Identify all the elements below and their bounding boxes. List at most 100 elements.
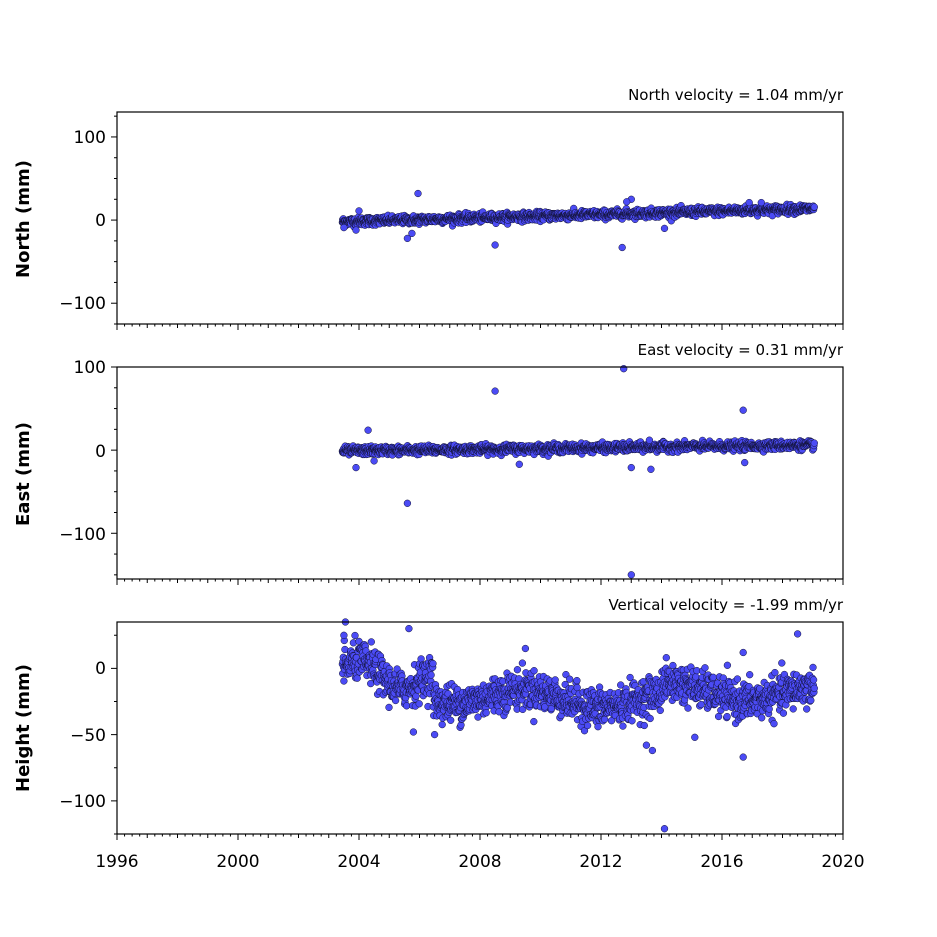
- outlier-point: [405, 624, 413, 633]
- outlier-point: [642, 741, 651, 749]
- outlier-point: [430, 730, 439, 739]
- data-point: [415, 700, 423, 708]
- data-point: [600, 715, 609, 724]
- data-point: [656, 706, 664, 715]
- outlier-point: [408, 229, 416, 238]
- outlier-point: [521, 644, 530, 653]
- outlier-point: [352, 463, 360, 472]
- data-point: [351, 631, 359, 640]
- data-point: [367, 638, 375, 646]
- east-velocity-label: East velocity = 0.31 mm/yr: [638, 341, 844, 359]
- height-plot-frame: [116, 621, 844, 835]
- height-y-tick-label: −100: [59, 792, 106, 812]
- height-data-points: [338, 618, 818, 833]
- data-point: [733, 675, 742, 683]
- east-panel: East velocity = 0.31 mm/yr East (mm) −10…: [13, 341, 844, 585]
- outlier-point: [627, 571, 635, 579]
- outlier-point: [660, 224, 669, 233]
- north-y-ticks: −100 0 100: [59, 128, 106, 314]
- data-point: [809, 663, 817, 672]
- data-point: [803, 705, 811, 713]
- data-point: [810, 684, 818, 692]
- data-point: [353, 674, 361, 682]
- data-point: [619, 722, 627, 730]
- x-tick-label: 2020: [821, 852, 864, 872]
- north-y-tick-label: 100: [74, 128, 106, 148]
- east-y-ticks: −100 0 100: [59, 358, 106, 545]
- data-point: [701, 664, 709, 672]
- outlier-point: [647, 465, 655, 473]
- data-point: [765, 705, 773, 713]
- outlier-point: [739, 753, 747, 761]
- data-point: [809, 676, 818, 684]
- data-point: [640, 721, 648, 730]
- east-plot-frame: [116, 366, 844, 580]
- east-y-tick-label: −100: [59, 525, 106, 545]
- outlier-point: [340, 631, 348, 639]
- outlier-point: [623, 198, 631, 206]
- outlier-point: [739, 648, 747, 657]
- data-point: [807, 696, 815, 705]
- outlier-point: [620, 365, 628, 373]
- height-panel: Vertical velocity = -1.99 mm/yr Height (…: [13, 596, 844, 840]
- data-point: [530, 667, 538, 675]
- data-point: [684, 704, 692, 712]
- data-point: [447, 716, 455, 724]
- outlier-point: [355, 207, 363, 215]
- outlier-point: [370, 457, 378, 465]
- north-panel: North velocity = 1.04 mm/yr North (mm) −…: [13, 86, 844, 330]
- outlier-point: [745, 198, 753, 207]
- x-axis-tick-labels: 1996 2000 2004 2008 2012 2016 2020: [95, 852, 864, 872]
- outlier-point: [793, 630, 802, 638]
- data-point: [513, 666, 522, 674]
- outlier-point: [645, 436, 654, 444]
- outlier-point: [648, 746, 657, 755]
- north-y-axis-label: North (mm): [13, 160, 34, 278]
- data-point: [723, 661, 732, 669]
- outlier-point: [403, 499, 412, 507]
- data-point: [778, 659, 786, 667]
- data-point: [340, 677, 348, 685]
- height-axis-ticks: [111, 634, 844, 840]
- height-y-ticks: −100 −50 0: [59, 659, 106, 812]
- data-point: [573, 683, 581, 692]
- data-point: [810, 439, 818, 447]
- x-tick-label: 2012: [579, 852, 622, 872]
- outlier-point: [515, 460, 523, 468]
- data-point: [789, 705, 797, 713]
- data-point: [723, 712, 731, 721]
- data-point: [391, 696, 400, 705]
- data-point: [530, 717, 538, 726]
- outlier-point: [627, 463, 635, 472]
- data-point: [438, 720, 446, 729]
- outlier-point: [594, 723, 602, 731]
- data-point: [427, 671, 435, 679]
- outlier-point: [739, 406, 747, 414]
- x-tick-label: 2016: [700, 852, 743, 872]
- outlier-point: [340, 223, 348, 232]
- north-y-tick-label: −100: [59, 294, 106, 314]
- data-point: [551, 676, 559, 684]
- outlier-point: [352, 226, 360, 234]
- data-point: [628, 717, 636, 725]
- east-axis-ticks: [111, 366, 844, 585]
- outlier-point: [491, 241, 499, 249]
- data-point: [779, 709, 788, 717]
- x-tick-label: 2004: [337, 852, 380, 872]
- x-tick-label: 2008: [458, 852, 501, 872]
- east-y-tick-label: 0: [95, 442, 106, 462]
- outlier-point: [660, 825, 669, 833]
- data-point: [518, 659, 527, 667]
- data-point: [770, 720, 778, 728]
- data-point: [714, 712, 723, 721]
- data-point: [583, 721, 592, 730]
- data-point: [385, 703, 393, 712]
- outlier-point: [618, 243, 626, 252]
- outlier-point: [757, 198, 765, 207]
- data-point: [758, 714, 766, 722]
- height-y-tick-label: −50: [70, 726, 106, 746]
- outlier-point: [364, 426, 372, 434]
- data-point: [810, 203, 818, 211]
- east-y-axis-label: East (mm): [13, 422, 34, 526]
